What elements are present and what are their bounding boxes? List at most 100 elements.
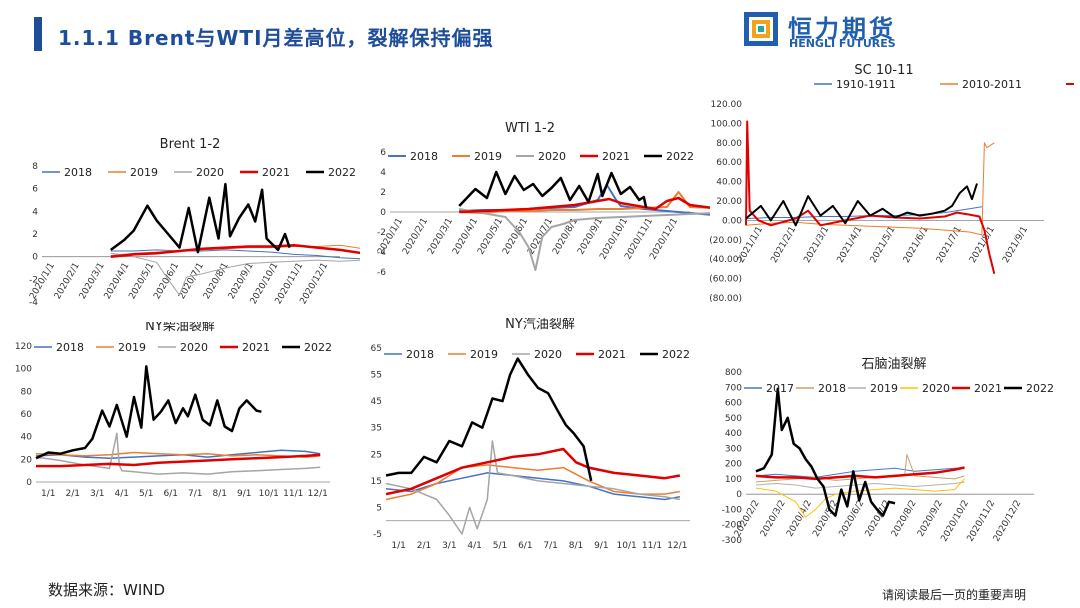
naphtha-series-2017 xyxy=(755,467,965,478)
ny_diesel-legend-label: 2022 xyxy=(304,341,332,354)
chart-naphtha: 石脑油裂解 800 700 600 500 400 300 200 100 0 -100 -200 -3… xyxy=(714,336,1080,572)
naphtha-svg: 石脑油裂解 800 700 600 500 400 300 200 100 0 -100 -200 -3… xyxy=(722,357,1054,546)
ny_diesel-xtick: 5/1 xyxy=(139,489,153,499)
ny_gasoline-xtick: 5/1 xyxy=(493,541,507,551)
ny_gasoline-legend-label: 2018 xyxy=(406,348,434,361)
sc-xtick: 2021/4/1 xyxy=(836,225,865,265)
ny_gasoline-svg: NY汽油裂解 65 55 45 35 25 15 5 -5 1/1 2/1 3/1 4/1 5/1 6/1 7… xyxy=(371,318,690,551)
brent-series-2021 xyxy=(110,244,360,258)
ny_diesel-xtick: 6/1 xyxy=(164,489,178,499)
naphtha-series-2021 xyxy=(755,466,965,481)
wti-series-2021 xyxy=(459,196,710,214)
ny_gasoline-ytick: 25 xyxy=(371,450,382,460)
ny_diesel-xtick: 12/1 xyxy=(308,489,328,499)
ny_gasoline-ytick: -5 xyxy=(373,530,382,540)
naphtha-ytick: 500 xyxy=(725,414,742,424)
ny_gasoline-xtick: 2/1 xyxy=(417,541,431,551)
chart-ny-diesel: NY柴油裂解 120 100 80 60 40 20 0 1/1 2/1 3/1 4/1 5/1 6/1 7… xyxy=(10,322,360,558)
ny_gasoline-series-2022 xyxy=(385,357,593,482)
brent-ytick: -2 xyxy=(29,275,38,285)
naphtha-xtick: 2020/4/2 xyxy=(785,499,814,539)
naphtha-ytick: 700 xyxy=(725,383,742,393)
sc-legend-label: 2010-2011 xyxy=(962,78,1022,91)
sc-xtick: 2021/6/1 xyxy=(902,225,931,265)
naphtha-xtick: 2020/9/2 xyxy=(916,499,945,539)
brent-ytick: 2 xyxy=(32,230,38,240)
header-accent-bar xyxy=(34,17,42,51)
wti-ytick: 2 xyxy=(380,188,386,198)
wti-series-2022 xyxy=(458,170,648,209)
sc-series-2010-2011 xyxy=(745,142,995,236)
ny_gasoline-series-2020 xyxy=(385,440,681,535)
logo-text-cn: 恒力期货 xyxy=(788,15,896,43)
ny_diesel-legend-label: 2018 xyxy=(56,341,84,354)
ny_diesel-series-2021 xyxy=(36,453,321,468)
ny_gasoline-ytick: 5 xyxy=(376,503,382,513)
ny_diesel-ytick: 40 xyxy=(21,433,33,443)
ny_diesel-legend-label: 2019 xyxy=(118,341,146,354)
naphtha-legend-label: 2021 xyxy=(974,382,1002,395)
ny_diesel-ytick: 0 xyxy=(26,478,32,488)
naphtha-series-2022 xyxy=(755,387,896,517)
ny_gasoline-xtick: 10/1 xyxy=(617,541,637,551)
ny_diesel-legend-label: 2021 xyxy=(242,341,270,354)
ny_diesel-series-2020 xyxy=(35,432,321,475)
naphtha-xtick: 2020/6/2 xyxy=(838,499,867,539)
wti-svg: WTI 1-26420-2-4-62020/1/12020/2/12020/3/… xyxy=(376,121,710,278)
brent-ytick: -4 xyxy=(29,298,38,308)
ny_diesel-xtick: 9/1 xyxy=(237,489,251,499)
ny_diesel-ytick: 120 xyxy=(15,342,32,352)
sc-ytick: (40.00) xyxy=(709,255,742,265)
brent-series-2020 xyxy=(110,252,360,296)
naphtha-ytick: 100 xyxy=(725,475,742,485)
ny_diesel-title: NY柴油裂解 xyxy=(145,322,215,334)
ny_diesel-ytick: 80 xyxy=(21,387,33,397)
ny_diesel-xtick: 10/1 xyxy=(259,489,279,499)
wti-legend-label: 2021 xyxy=(602,150,630,163)
naphtha-ytick: 200 xyxy=(725,460,742,470)
brent-legend-label: 2020 xyxy=(196,166,224,179)
naphtha-ytick: 300 xyxy=(725,444,742,454)
naphtha-ytick: -300 xyxy=(722,536,743,546)
sc-ytick: 40.00 xyxy=(716,178,742,188)
ny_diesel-legend-label: 2020 xyxy=(180,341,208,354)
disclaimer-note: 请阅读最后一页的重要声明 xyxy=(882,588,1027,602)
ny_gasoline-ytick: 35 xyxy=(371,424,382,434)
ny_gasoline-xtick: 3/1 xyxy=(442,541,456,551)
sc-title: SC 10-11 xyxy=(854,63,913,78)
ny_gasoline-series-2021 xyxy=(385,447,681,496)
ny_gasoline-xtick: 4/1 xyxy=(467,541,481,551)
naphtha-series-2019 xyxy=(755,481,965,489)
sc-series-2022 xyxy=(745,183,978,227)
ny_gasoline-xtick: 7/1 xyxy=(543,541,557,551)
chart-wti: WTI 1-2 6 4 2 0 -2 -4 -6 2020/1/1 2020/2/1 2020/3/… xyxy=(360,56,710,316)
naphtha-legend-label: 2017 xyxy=(766,382,794,395)
sc-xtick: 2021/9/1 xyxy=(1001,225,1030,265)
brent-legend-label: 2019 xyxy=(130,166,158,179)
sc-xtick: 2021/2/1 xyxy=(769,225,798,265)
brent-ytick: 0 xyxy=(32,253,38,263)
chart-sc: SC 10-11 120.00 100.00 80.00 60.00 40.00 20.00… xyxy=(704,52,1074,318)
ny_gasoline-legend-label: 2020 xyxy=(534,348,562,361)
brent-series-2022 xyxy=(110,182,291,254)
ny_diesel-xtick: 4/1 xyxy=(115,489,129,499)
ny_gasoline-title: NY汽油裂解 xyxy=(505,318,575,332)
data-source-note: 数据来源：WIND xyxy=(48,581,166,599)
naphtha-series-2020 xyxy=(755,478,965,518)
brent-series-2018 xyxy=(110,249,360,260)
naphtha-xtick: 2020/12/2 xyxy=(992,499,1024,544)
brent-ytick: 4 xyxy=(32,207,38,217)
sc-xtick: 2021/5/1 xyxy=(869,225,898,265)
naphtha-title: 石脑油裂解 xyxy=(861,357,926,372)
ny_diesel-xtick: 7/1 xyxy=(188,489,202,499)
ny_gasoline-legend-label: 2021 xyxy=(598,348,626,361)
sc-ytick: (60.00) xyxy=(709,275,742,285)
sc-ytick: 20.00 xyxy=(716,197,742,207)
ny_diesel-series-2022 xyxy=(35,365,262,460)
wti-legend-label: 2019 xyxy=(474,150,502,163)
sc-ytick: 120.00 xyxy=(711,100,743,110)
wti-series-2020 xyxy=(459,208,710,271)
brent-svg: Brent 1-286420-2-42020/1/12020/2/12020/3… xyxy=(28,137,360,308)
naphtha-ytick: 400 xyxy=(725,429,742,439)
naphtha-legend-label: 2022 xyxy=(1026,382,1054,395)
